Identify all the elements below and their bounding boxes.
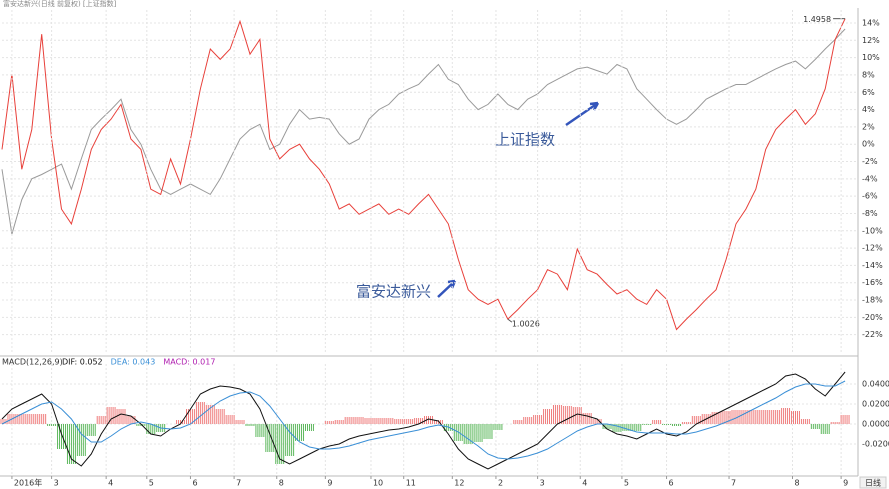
- macd-title: MACD(12,26,9): [2, 358, 63, 367]
- y-tick-label: -14%: [862, 261, 883, 270]
- y-tick-label: -4%: [862, 174, 878, 183]
- y-tick-label: 0.0400: [862, 380, 889, 389]
- y-tick-label: 6%: [862, 88, 875, 97]
- x-tick-label: 12: [454, 479, 464, 488]
- y-tick-label: -18%: [862, 296, 883, 305]
- x-tick-label: 7: [236, 479, 241, 488]
- y-tick-label: -12%: [862, 244, 883, 253]
- period-button[interactable]: [859, 476, 887, 489]
- y-tick-label: -16%: [862, 278, 883, 287]
- legend-entry: DEA: 0.043: [111, 358, 156, 367]
- period-button-label[interactable]: 日线: [865, 478, 881, 488]
- legend-entry: MACD: 0.017: [163, 358, 215, 367]
- annotation: 富安达新兴: [356, 283, 431, 301]
- chart-title: 富安达新兴(日线 前复权) [上证指数]: [3, 0, 117, 8]
- x-tick-label: 3: [540, 479, 545, 488]
- label-leader: [507, 318, 513, 323]
- x-tick-label: 2016年: [14, 478, 42, 488]
- y-tick-label: -6%: [862, 192, 878, 201]
- x-tick-label: 10: [373, 479, 383, 488]
- y-tick-label: 4%: [862, 105, 875, 114]
- x-tick-label: 9: [843, 479, 848, 488]
- y-tick-label: -22%: [862, 330, 883, 339]
- x-tick-label: 4: [108, 479, 113, 488]
- y-tick-label: -2%: [862, 157, 878, 166]
- x-tick-label: 6: [669, 479, 674, 488]
- x-tick-label: 5: [624, 479, 629, 488]
- point-label: 1.4958: [803, 15, 831, 24]
- y-tick-label: -8%: [862, 209, 878, 218]
- x-tick-label: 4: [582, 479, 587, 488]
- series-line: [1, 28, 846, 235]
- x-tick-label: 11: [406, 479, 416, 488]
- series-line: [1, 371, 846, 470]
- legend-entry: DIF: 0.052: [62, 358, 103, 367]
- y-tick-label: -0.0200: [862, 440, 889, 449]
- y-tick-label: 0.0200: [862, 400, 889, 409]
- y-tick-label: 0.0000: [862, 420, 889, 429]
- y-tick-label: 0%: [862, 140, 875, 149]
- annotation-arrow: [565, 101, 600, 127]
- x-tick-label: 9: [327, 479, 332, 488]
- x-tick-label: 7: [731, 479, 736, 488]
- x-tick-label: 2: [498, 479, 503, 488]
- x-tick-label: 5: [149, 479, 154, 488]
- y-tick-label: 12%: [862, 36, 880, 45]
- y-tick-label: -10%: [862, 226, 883, 235]
- x-tick-label: 8: [279, 479, 284, 488]
- y-tick-label: 10%: [862, 53, 880, 62]
- point-label: 1.0026: [512, 320, 540, 329]
- x-tick-label: 3: [54, 479, 59, 488]
- series-line: [1, 18, 846, 331]
- y-tick-label: -20%: [862, 313, 883, 322]
- x-tick-label: 6: [192, 479, 197, 488]
- y-tick-label: 14%: [862, 18, 880, 27]
- y-tick-label: 2%: [862, 122, 875, 131]
- y-tick-label: 8%: [862, 70, 875, 79]
- x-tick-label: 8: [795, 479, 800, 488]
- annotation: 上证指数: [495, 131, 555, 149]
- series-line: [1, 380, 846, 460]
